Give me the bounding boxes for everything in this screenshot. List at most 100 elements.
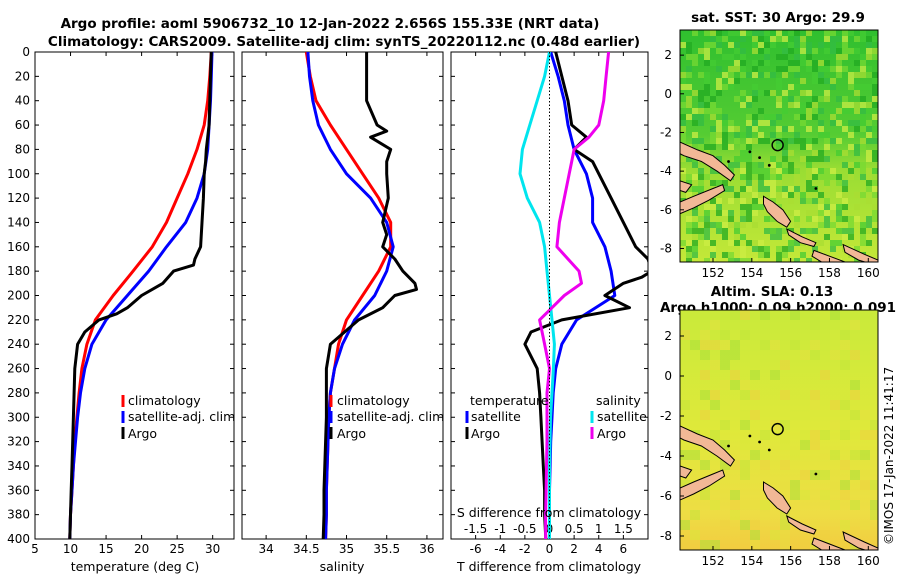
map-cell (806, 90, 812, 96)
map-cell (704, 90, 710, 96)
map-cell (818, 42, 824, 48)
map-cell (728, 84, 734, 90)
map-cell (790, 490, 800, 500)
map-cell (794, 168, 800, 174)
map-cell (704, 54, 710, 60)
map-cell (740, 420, 750, 430)
map-cell (794, 30, 800, 36)
map-cell (836, 180, 842, 186)
land-mass (680, 180, 693, 193)
land-mass (785, 228, 817, 248)
map-cell (794, 210, 800, 216)
map-cell (782, 144, 788, 150)
map-cell (836, 54, 842, 60)
map-cell (860, 430, 870, 440)
map-cell (680, 78, 686, 84)
map-x-tick-label: 158 (818, 266, 841, 280)
map-cell (818, 108, 824, 114)
map-cell (698, 180, 704, 186)
map-cell (860, 144, 866, 150)
map-cell (698, 108, 704, 114)
map-cell (824, 96, 830, 102)
map-cell (764, 30, 770, 36)
map-cell (776, 66, 782, 72)
island-dot (727, 160, 730, 163)
x-tick-label: 4 (595, 542, 603, 556)
map-cell (680, 120, 686, 126)
map-cell (764, 174, 770, 180)
map-cell (800, 78, 806, 84)
map-cell (820, 370, 830, 380)
map-cell (698, 114, 704, 120)
map-cell (722, 54, 728, 60)
map-cell (746, 126, 752, 132)
map-cell (690, 340, 700, 350)
map-cell (686, 72, 692, 78)
map-cell (830, 310, 840, 320)
profile-lines (68, 52, 648, 539)
map-cell (840, 360, 850, 370)
depth-tick-label: 100 (7, 167, 30, 181)
s-diff-tick-label: -0.5 (513, 522, 536, 536)
map-cell (716, 132, 722, 138)
map-cell (794, 42, 800, 48)
map-cell (700, 390, 710, 400)
map-x-tick-label: 152 (702, 554, 725, 568)
map-cell (812, 210, 818, 216)
map-cell (686, 240, 692, 246)
map-cell (800, 390, 810, 400)
map-cell (776, 168, 782, 174)
map-cell (686, 114, 692, 120)
map-cell (836, 216, 842, 222)
map-cell (782, 54, 788, 60)
difference-legend: temperature satellite Argo salinity sate… (465, 393, 647, 441)
map-cell (812, 174, 818, 180)
map-cell (720, 340, 730, 350)
map-cell (850, 350, 860, 360)
map-cell (770, 132, 776, 138)
map-cell (860, 174, 866, 180)
map-cell (692, 114, 698, 120)
map-cell (758, 120, 764, 126)
map-cell (806, 210, 812, 216)
salinity-panel (241, 51, 444, 540)
map-cell (870, 420, 878, 430)
map-cell (776, 36, 782, 42)
map-cell (800, 198, 806, 204)
map-cell (818, 192, 824, 198)
map-cell (686, 186, 692, 192)
map-cell (740, 60, 746, 66)
map-cell (752, 162, 758, 168)
map-cell (710, 500, 720, 510)
map-cell (800, 102, 806, 108)
map-cell (854, 162, 860, 168)
map-cell (760, 470, 770, 480)
map-cell (788, 138, 794, 144)
map-cell (872, 156, 878, 162)
map-cell (710, 390, 720, 400)
map-cell (850, 470, 860, 480)
map-cell (830, 48, 836, 54)
map-cell (824, 174, 830, 180)
map-cell (740, 66, 746, 72)
map-cell (740, 48, 746, 54)
map-cell (740, 168, 746, 174)
map-cell (782, 168, 788, 174)
map-cell (866, 222, 872, 228)
map-cell (704, 222, 710, 228)
map-cell (700, 330, 710, 340)
map-cell (854, 90, 860, 96)
map-cell (800, 114, 806, 120)
map-cell (866, 102, 872, 108)
sla-map-title-line1: Altim. SLA: 0.13 (711, 284, 833, 300)
map-cell (752, 138, 758, 144)
map-cell (720, 360, 730, 370)
x-tick-label: 25 (170, 542, 185, 556)
map-cell (870, 500, 878, 510)
difference-xlabel: T difference from climatology (456, 559, 642, 574)
map-cell (764, 90, 770, 96)
map-cell (812, 168, 818, 174)
map-cell (698, 228, 704, 234)
map-cell (836, 96, 842, 102)
map-cell (854, 192, 860, 198)
